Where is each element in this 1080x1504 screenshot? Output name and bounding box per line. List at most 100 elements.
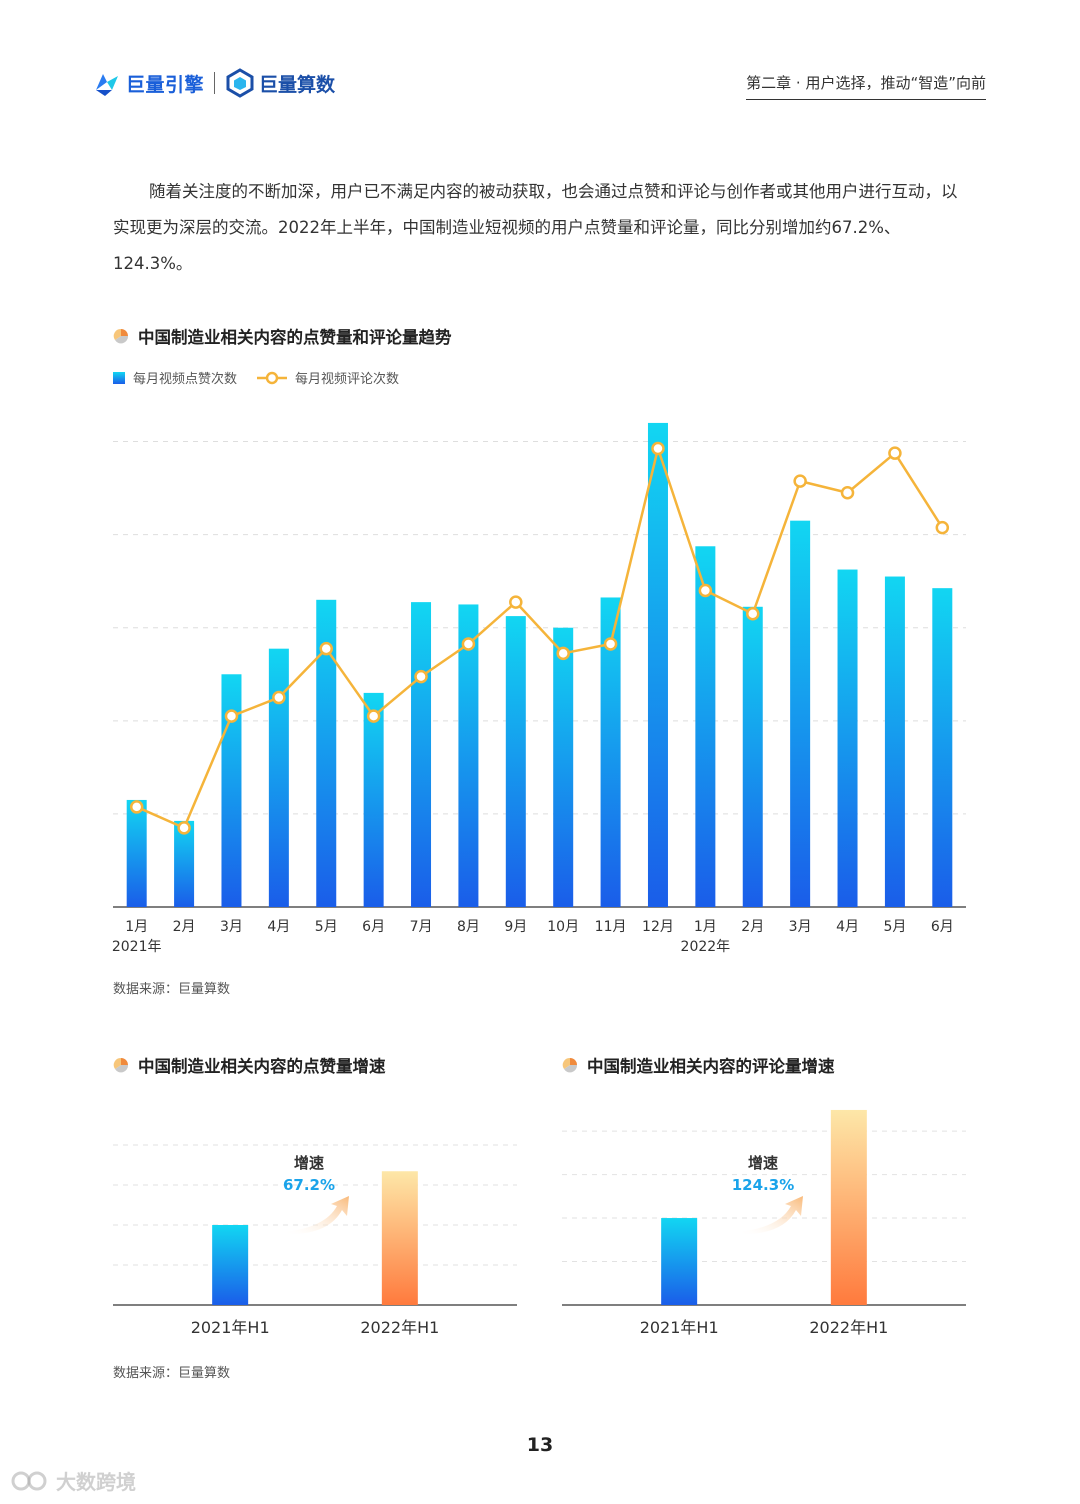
- chapter-title: 第二章 · 用户选择，推动“智造”向前: [746, 72, 986, 100]
- logo-suanshu: 巨量算数: [259, 73, 336, 96]
- line-point-comments: [129, 800, 144, 814]
- likes-growth-title: 中国制造业相关内容的点赞量增速: [138, 1057, 386, 1076]
- suanshu-logo-icon: [226, 68, 254, 98]
- legend-bar-label: 每月视频点赞次数: [133, 372, 238, 387]
- growth-bar: [661, 1218, 698, 1305]
- trend-chart-legend: 每月视频点赞次数 每月视频评论次数: [113, 368, 399, 387]
- x-tick-label: 2月: [741, 919, 764, 935]
- bar-likes: [837, 569, 858, 907]
- likes-growth-chart: 2021年H1 2022年H1 增速 67.2%: [113, 1144, 517, 1337]
- line-point-comments: [366, 709, 381, 723]
- pie-icon: [113, 328, 129, 344]
- page-header: 巨量引擎 巨量算数 第二章 · 用户选择，推动“智造”向前: [0, 0, 1080, 110]
- line-point-comments: [414, 669, 428, 684]
- bar-likes: [363, 692, 384, 907]
- year-label: 2021年: [112, 939, 162, 955]
- legend-line-swatch: [257, 371, 288, 384]
- line-point-comments: [651, 441, 665, 456]
- line-point-comments: [746, 607, 760, 621]
- comments-growth-title-row: 中国制造业相关内容的评论量增速: [562, 1053, 835, 1077]
- x-tick-label: 12月: [642, 919, 674, 935]
- bar-likes: [221, 674, 242, 907]
- x-tick-label: 1月: [125, 919, 148, 935]
- likes-growth-title-row: 中国制造业相关内容的点赞量增速: [113, 1053, 386, 1077]
- line-point-comments: [177, 821, 191, 835]
- line-point-comments: [461, 637, 476, 651]
- x-tick-label: 5月: [315, 919, 338, 935]
- watermark: 大数跨境: [10, 1466, 136, 1495]
- x-tick-label: 5月: [883, 919, 906, 935]
- x-tick-label: 3月: [220, 919, 243, 935]
- year-label: 2022年: [681, 939, 731, 955]
- ocean-engine-logo-icon: [96, 74, 118, 96]
- x-tick-label: 2月: [173, 919, 196, 935]
- x-tick-label: 4月: [267, 919, 290, 935]
- x-tick-label: 4月: [836, 919, 859, 935]
- comments-growth-chart: 2021年H1 2022年H1 增速 124.3%: [562, 1109, 966, 1337]
- line-point-comments: [272, 690, 286, 705]
- bar-likes: [884, 576, 905, 907]
- x-tick-label: 11月: [595, 919, 627, 935]
- x-tick-label: 1月: [694, 919, 717, 935]
- legend-line-label: 每月视频评论次数: [295, 372, 400, 387]
- line-point-comments: [603, 637, 618, 651]
- line-point-comments: [935, 520, 950, 535]
- x-tick-label: 8月: [457, 919, 480, 935]
- bar-likes: [742, 606, 763, 907]
- bar-likes: [411, 602, 432, 907]
- line-point-comments: [556, 646, 570, 661]
- bar-likes: [695, 546, 716, 907]
- growth-label: 增速: [748, 1154, 778, 1172]
- x-tick-label: 2021年H1: [191, 1318, 270, 1337]
- growth-chart-source: 数据来源：巨量算数: [113, 1366, 231, 1381]
- growth-bar: [830, 1109, 867, 1305]
- bar-likes: [505, 616, 526, 907]
- bar-likes: [268, 648, 289, 907]
- x-tick-label: 2022年H1: [360, 1318, 439, 1337]
- growth-value: 67.2%: [283, 1176, 335, 1194]
- trend-chart: 1月 2月 3月 4月 5月 6月 7月 8月 9月 10月 11月 12月 1月 2月 3月 4月 5月 6月 2…: [112, 422, 966, 955]
- growth-value: 124.3%: [732, 1176, 794, 1194]
- line-point-comments: [793, 474, 807, 488]
- bar-likes: [458, 604, 479, 907]
- intro-paragraph: 随着关注度的不断加深，用户已不满足内容的被动获取，也会通过点赞和评论与创作者或其…: [113, 182, 958, 273]
- bar-likes: [316, 599, 337, 907]
- x-tick-label: 6月: [931, 919, 954, 935]
- logo-ocean-engine: 巨量引擎: [126, 73, 205, 96]
- pie-icon: [562, 1057, 578, 1073]
- bar-likes: [932, 588, 953, 907]
- x-tick-label: 3月: [789, 919, 812, 935]
- trend-chart-title: 中国制造业相关内容的点赞量和评论量趋势: [138, 328, 452, 347]
- pie-icon: [113, 1057, 129, 1073]
- line-point-comments: [840, 485, 855, 500]
- line-point-comments: [888, 446, 902, 460]
- x-tick-label: 2022年H1: [809, 1318, 888, 1337]
- legend-bar-swatch: [113, 371, 125, 384]
- trend-chart-source: 数据来源：巨量算数: [113, 982, 231, 997]
- growth-bar: [381, 1171, 418, 1305]
- growth-bar: [212, 1225, 249, 1305]
- x-tick-label: 6月: [362, 919, 385, 935]
- logo-group: 巨量引擎 巨量算数: [92, 68, 335, 98]
- watermark-text: 大数跨境: [56, 1470, 136, 1494]
- comments-growth-title: 中国制造业相关内容的评论量增速: [587, 1057, 835, 1076]
- trend-chart-title-row: 中国制造业相关内容的点赞量和评论量趋势: [113, 324, 452, 348]
- watermark-logo-icon: [11, 1471, 47, 1490]
- growth-charts: 2021年H1 2022年H1 增速 67.2% 2021年H1 2022年H1 增速 12…: [113, 1109, 966, 1337]
- line-point-comments: [698, 583, 713, 598]
- line-comments: [136, 447, 944, 830]
- line-point-comments: [319, 641, 333, 656]
- x-tick-label: 9月: [504, 919, 527, 935]
- bar-likes: [174, 820, 195, 907]
- growth-arrow-icon: [737, 1196, 803, 1235]
- line-point-comments: [224, 709, 239, 723]
- bar-likes: [600, 597, 621, 907]
- x-tick-label: 7月: [410, 919, 433, 935]
- x-tick-label: 10月: [547, 919, 579, 935]
- page-number: 13: [526, 1434, 554, 1456]
- bar-likes: [553, 627, 574, 907]
- x-tick-label: 2021年H1: [640, 1318, 719, 1337]
- bar-likes: [790, 520, 811, 907]
- line-point-comments: [509, 595, 523, 609]
- growth-label: 增速: [294, 1154, 324, 1172]
